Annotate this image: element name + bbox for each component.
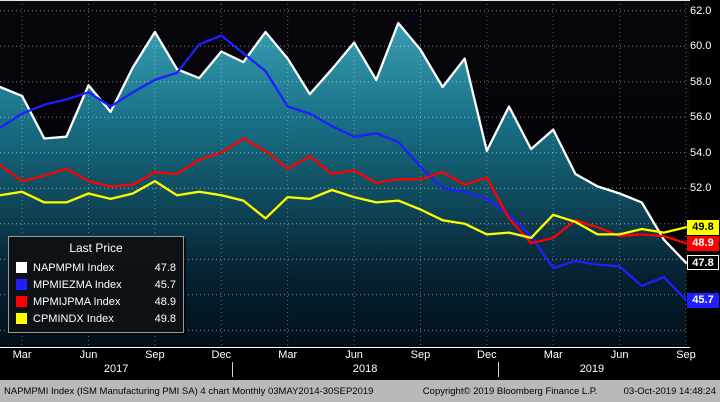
footer-timestamp: 03-Oct-2019 14:48:24	[623, 385, 716, 397]
legend-color-swatch-icon	[16, 313, 27, 324]
legend-series-name: MPMIJPMA Index	[33, 295, 121, 308]
x-axis-tick-Jun: Jun	[610, 349, 629, 361]
x-axis-tick-Sep: Sep	[145, 349, 165, 361]
legend-row-CPMINDX: CPMINDX Index 49.8	[16, 310, 176, 327]
legend-series-value: 47.8	[154, 261, 176, 274]
x-axis-tick-Jun: Jun	[345, 349, 363, 361]
x-axis-tick-Sep: Sep	[676, 349, 696, 361]
legend-color-swatch-icon	[16, 296, 27, 307]
year-separator	[497, 362, 499, 377]
x-axis-tick-Mar: Mar	[278, 349, 298, 361]
legend-row-MPMIJPMA: MPMIJPMA Index 48.9	[16, 293, 176, 310]
legend-color-swatch-icon	[16, 262, 27, 273]
legend-rows: NAPMPMI Index 47.8 MPMIEZMA Index 45.7 MPMIJ…	[16, 259, 176, 327]
year-separator	[232, 362, 234, 377]
last-price-label-CPMINDX: 49.8	[687, 219, 719, 235]
legend-row-MPMIEZMA: MPMIEZMA Index 45.7	[16, 276, 176, 293]
x-axis-tick-Dec: Dec	[477, 349, 497, 361]
x-axis-tick-Sep: Sep	[410, 349, 431, 361]
legend-row-NAPMPMI: NAPMPMI Index 47.8	[16, 259, 176, 276]
series-line-CPMINDX	[0, 179, 688, 240]
legend-series-value: 45.7	[154, 278, 176, 291]
x-axis-tick-Jun: Jun	[79, 349, 98, 361]
last-price-label-MPMIEZMA: 45.7	[687, 292, 719, 308]
series-line-MPMIEZMA	[0, 34, 688, 302]
footer-chart-description: NAPMPMI Index (ISM Manufacturing PMI SA)…	[4, 385, 374, 397]
y-axis-tick-54.0: 54.0	[690, 146, 712, 159]
legend-series-name: NAPMPMI Index	[33, 261, 115, 274]
footer-bar: NAPMPMI Index (ISM Manufacturing PMI SA)…	[0, 380, 720, 402]
x-axis-month-labels: Mar Jun Sep Dec Mar Jun Sep Dec Mar Jun Sep	[0, 349, 696, 362]
legend-series-name: MPMIEZMA Index	[33, 278, 122, 291]
x-axis-tick-Dec: Dec	[211, 349, 232, 361]
legend-series-name: CPMINDX Index	[33, 312, 114, 325]
series-line-MPMIJPMA	[0, 137, 688, 245]
legend-title: Last Price	[69, 241, 123, 255]
legend-color-swatch-icon	[16, 279, 27, 290]
last-price-label-NAPMPMI: 47.8	[687, 255, 719, 271]
y-axis-tick-52.0: 52.0	[690, 182, 712, 195]
last-price-label-MPMIJPMA: 48.9	[687, 235, 719, 251]
year-label-2018: 2018	[352, 363, 378, 375]
legend-panel[interactable]: Last Price NAPMPMI Index 47.8 MPMIEZMA Ind…	[8, 236, 184, 333]
x-axis-tick-Mar: Mar	[543, 349, 563, 361]
legend-series-value: 49.8	[154, 312, 176, 325]
x-axis-year-labels: 2017 2018 2019	[0, 362, 690, 378]
x-axis-tick-Mar: Mar	[12, 349, 32, 361]
y-axis-tick-58.0: 58.0	[690, 75, 712, 88]
y-axis-tick-60.0: 60.0	[690, 40, 712, 53]
y-axis-tick-56.0: 56.0	[690, 111, 712, 124]
y-axis-tick-62.0: 62.0	[690, 4, 712, 17]
year-label-2019: 2019	[579, 363, 605, 375]
legend-series-value: 48.9	[154, 295, 176, 308]
year-label-2017: 2017	[103, 363, 129, 375]
footer-copyright: Copyright© 2019 Bloomberg Finance L.P.	[422, 385, 598, 397]
